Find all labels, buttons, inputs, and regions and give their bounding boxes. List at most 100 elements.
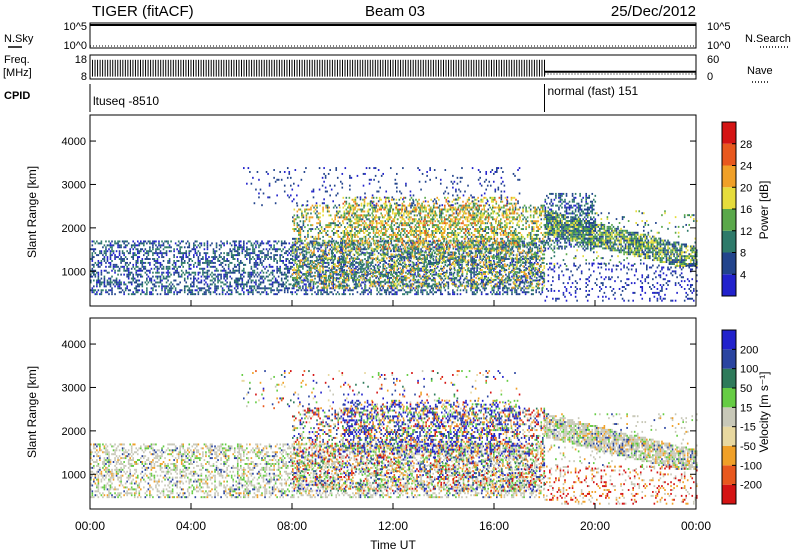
range-gate-cell: [420, 289, 422, 292]
range-gate-cell: [91, 289, 94, 292]
range-gate-cell: [339, 273, 342, 276]
range-gate-cell: [415, 252, 418, 255]
range-gate-cell: [473, 291, 475, 294]
range-gate-cell: [323, 241, 326, 244]
range-gate-cell: [111, 287, 113, 290]
range-gate-cell: [255, 283, 257, 286]
range-gate-cell: [398, 263, 400, 266]
range-gate-cell: [313, 206, 315, 209]
range-gate-cell: [283, 267, 286, 270]
range-gate-cell: [368, 246, 371, 249]
range-gate-cell: [90, 273, 92, 276]
range-gate-cell: [379, 246, 381, 249]
range-gate-cell: [138, 283, 141, 286]
range-gate-cell: [539, 293, 542, 296]
range-gate-cell: [205, 275, 207, 278]
range-gate-cell: [274, 293, 277, 296]
range-gate-cell: [262, 259, 265, 262]
range-gate-cell: [103, 256, 106, 259]
range-gate-cell: [296, 289, 298, 292]
range-gate-cell: [153, 267, 156, 270]
range-gate-cell: [164, 285, 166, 288]
range-gate-cell: [255, 261, 257, 264]
range-gate-cell: [174, 289, 177, 292]
range-gate-cell: [296, 282, 299, 285]
range-gate-cell: [221, 281, 224, 284]
range-gate-cell: [361, 274, 364, 277]
range-gate-cell: [241, 281, 244, 284]
range-gate-cell: [395, 222, 397, 225]
range-gate-cell: [103, 252, 106, 255]
range-gate-cell: [401, 259, 403, 262]
range-gate-cell: [541, 291, 544, 294]
range-gate-cell: [155, 250, 157, 253]
range-gate-cell: [319, 230, 321, 232]
range-gate-cell: [114, 254, 116, 257]
range-gate-cell: [317, 228, 320, 231]
range-gate-cell: [280, 283, 283, 286]
range-gate-cell: [286, 279, 289, 282]
range-gate-cell: [264, 254, 266, 257]
range-gate-cell: [450, 271, 453, 274]
range-gate-cell: [105, 254, 107, 257]
range-gate-cell: [411, 289, 413, 292]
range-gate-cell: [470, 273, 472, 276]
range-gate-cell: [361, 267, 363, 270]
range-gate-cell: [379, 235, 382, 238]
range-gate-cell: [189, 285, 192, 288]
range-gate-cell: [360, 239, 362, 242]
range-gate-cell: [405, 255, 408, 258]
range-gate-cell: [155, 289, 157, 292]
range-gate-cell: [179, 246, 181, 249]
range-gate-cell: [313, 249, 315, 252]
range-gate-cell: [373, 243, 376, 246]
range-gate-cell: [343, 293, 345, 296]
range-gate-cell: [331, 255, 333, 258]
range-gate-cell: [456, 279, 459, 282]
range-gate-cell: [384, 265, 387, 268]
range-gate-cell: [340, 239, 343, 242]
range-gate-cell: [331, 267, 333, 270]
range-gate-cell: [358, 230, 361, 232]
range-gate-cell: [144, 271, 147, 274]
range-gate-cell: [401, 243, 403, 246]
range-gate-cell: [214, 258, 216, 260]
range-gate-cell: [352, 261, 354, 264]
range-gate-cell: [341, 244, 344, 247]
range-gate-cell: [194, 277, 197, 280]
range-gate-cell: [143, 250, 145, 253]
range-gate-cell: [313, 280, 315, 283]
range-gate-cell: [401, 228, 403, 231]
range-gate-cell: [334, 216, 337, 219]
range-gate-cell: [393, 269, 396, 272]
range-gate-cell: [112, 250, 115, 253]
range-gate-cell: [135, 291, 138, 294]
range-gate-cell: [127, 252, 130, 255]
range-gate-cell: [364, 235, 367, 238]
range-gate-cell: [366, 218, 368, 221]
range-gate-cell: [459, 263, 462, 266]
range-gate-cell: [161, 267, 163, 270]
range-gate-cell: [253, 242, 256, 245]
range-gate-cell: [398, 253, 400, 256]
range-gate-cell: [259, 271, 262, 274]
range-gate-cell: [117, 269, 119, 272]
range-gate-cell: [221, 265, 224, 268]
range-gate-cell: [250, 289, 253, 292]
range-gate-cell: [267, 279, 269, 282]
range-gate-cell: [316, 241, 318, 244]
range-gate-cell: [385, 271, 388, 274]
range-gate-cell: [124, 261, 127, 264]
range-gate-cell: [399, 222, 402, 225]
range-gate-cell: [332, 281, 334, 284]
range-gate-cell: [94, 252, 97, 255]
range-gate-cell: [335, 279, 338, 282]
range-gate-cell: [302, 279, 304, 282]
range-gate-cell: [141, 261, 144, 264]
range-gate-cell: [167, 289, 169, 292]
range-gate-cell: [217, 287, 219, 290]
range-gate-cell: [407, 284, 409, 287]
range-gate-cell: [316, 267, 318, 270]
range-gate-cell: [407, 273, 409, 275]
range-gate-cell: [390, 271, 393, 274]
